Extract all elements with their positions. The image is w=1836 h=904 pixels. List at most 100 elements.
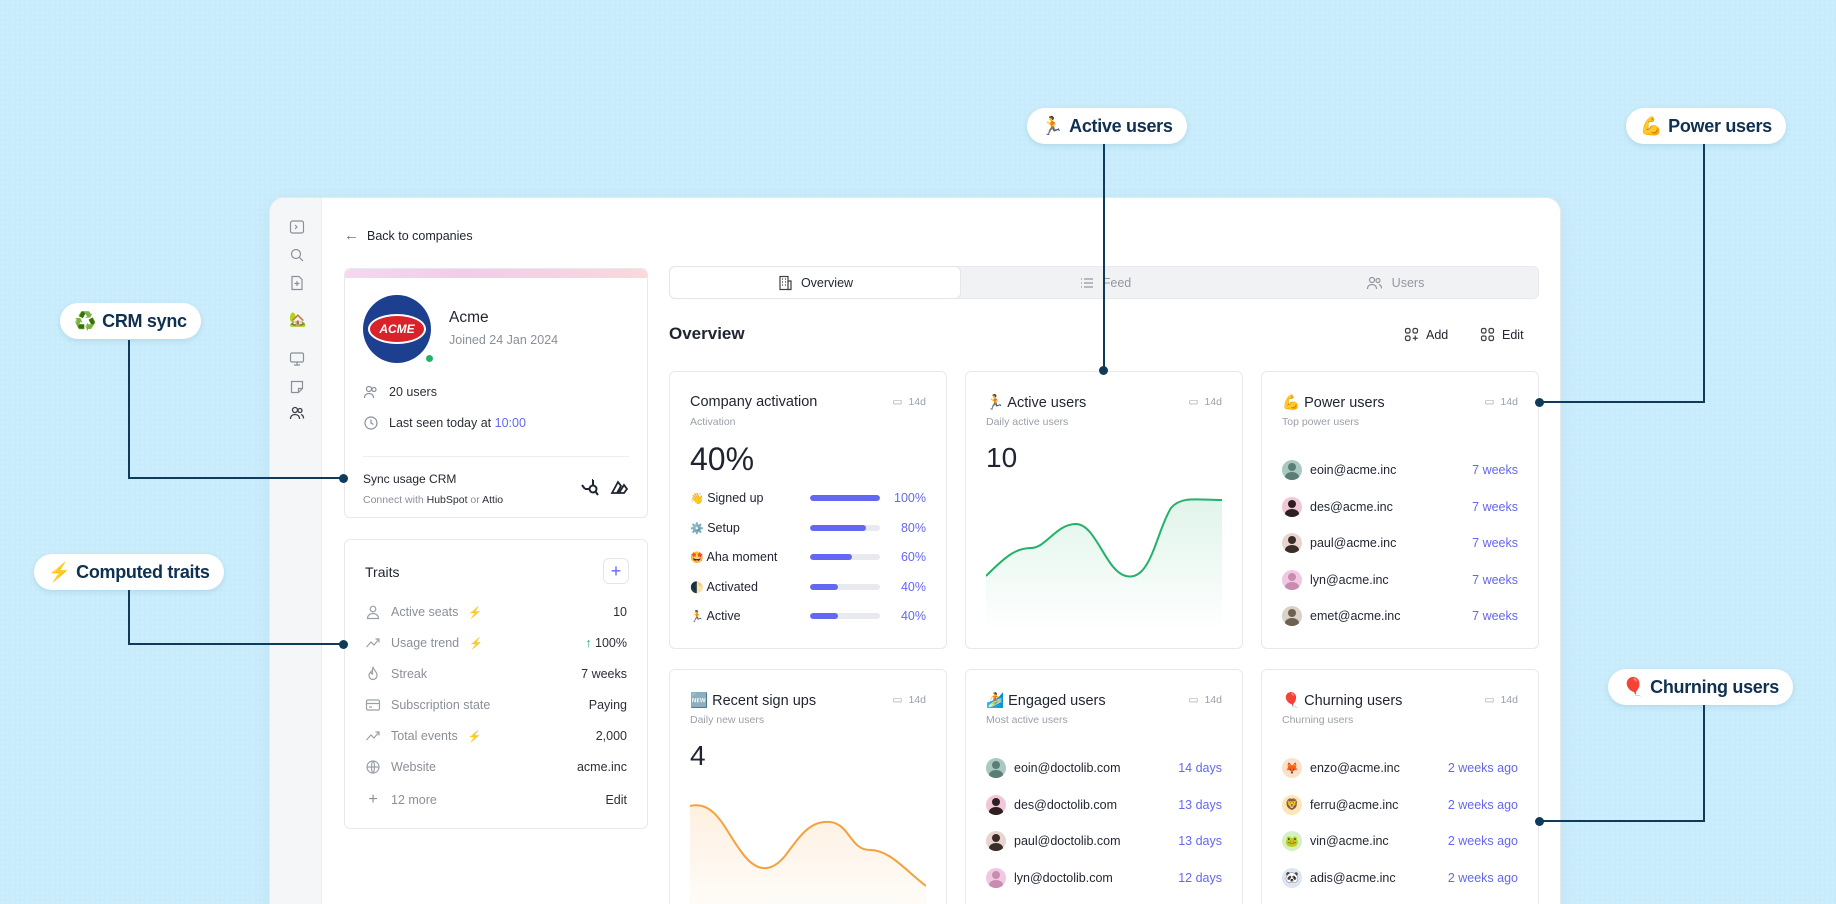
- add-widget-button[interactable]: Add: [1404, 327, 1448, 342]
- trait-row[interactable]: Streak 7 weeks: [365, 664, 627, 684]
- user-row[interactable]: des@acme.inc 7 weeks: [1282, 496, 1518, 518]
- trait-label: Usage trend: [391, 636, 460, 650]
- sidebar-toggle-icon[interactable]: [289, 219, 305, 235]
- active-users-line: [986, 498, 1222, 578]
- presentation-icon[interactable]: [289, 351, 305, 367]
- company-joined: Joined 24 Jan 2024: [449, 333, 559, 347]
- user-row[interactable]: des@doctolib.com 13 days: [986, 794, 1222, 816]
- back-link[interactable]: ← Back to companies: [344, 227, 473, 244]
- widget-churning-users: 🎈 Churning users Churning users ▭ 14d 🦊 en…: [1261, 669, 1539, 904]
- avatar: [986, 758, 1006, 778]
- tab-users[interactable]: Users: [1250, 267, 1540, 298]
- activation-step-row: 🌓 Activated 40%: [690, 578, 926, 596]
- user-email: lyn@acme.inc: [1310, 572, 1389, 587]
- edit-traits-link[interactable]: Edit: [605, 793, 627, 807]
- search-icon[interactable]: [289, 247, 305, 263]
- widget-subtitle: Top power users: [1282, 416, 1360, 428]
- new-document-icon[interactable]: [289, 275, 305, 291]
- user-row[interactable]: 🦊 enzo@acme.inc 2 weeks ago: [1282, 757, 1518, 779]
- step-progress-fill: [810, 613, 838, 619]
- widget-title: 💪 Power users: [1282, 395, 1385, 411]
- trend-up-icon: ↑: [585, 636, 592, 650]
- callout-line: [1703, 144, 1705, 403]
- tab-overview[interactable]: Overview: [670, 267, 960, 298]
- trait-row[interactable]: Subscription state Paying: [365, 695, 627, 715]
- widget-subtitle: Most active users: [986, 714, 1068, 726]
- trend-icon: [365, 728, 381, 744]
- users-icon: [1366, 276, 1382, 289]
- callout-churning-users: 🎈 Churning users: [1608, 669, 1793, 705]
- hubspot-link[interactable]: HubSpot: [426, 494, 468, 506]
- activation-rate: 40%: [690, 441, 755, 477]
- step-progress-fill: [810, 583, 838, 590]
- step-percent: 100%: [894, 491, 926, 505]
- widget-subtitle: Daily active users: [986, 416, 1069, 428]
- user-email: paul@acme.inc: [1310, 536, 1397, 550]
- user-metric: 14 days: [1178, 761, 1222, 775]
- signups-chart: [690, 804, 926, 904]
- user-row[interactable]: 🐼 adis@acme.inc 2 weeks ago: [1282, 867, 1518, 889]
- widget-company-activation: Company activation Activation ▭ 14d 40% 👋…: [669, 371, 947, 649]
- step-progress-fill: [810, 554, 852, 560]
- step-progress-fill: [810, 495, 880, 501]
- widget-subtitle: Churning users: [1282, 714, 1354, 726]
- last-seen-label: Last seen today at: [389, 416, 492, 430]
- more-traits-label: 12 more: [391, 793, 437, 807]
- user-count: 20 users: [389, 385, 437, 399]
- callout-line: [1103, 144, 1105, 372]
- step-progress-bar: [810, 554, 880, 560]
- avatar: 🐸: [1282, 831, 1302, 851]
- home-icon[interactable]: 🏡: [289, 311, 307, 327]
- trait-row[interactable]: Website acme.inc: [365, 757, 627, 777]
- trait-row[interactable]: Active seats ⚡ 10: [365, 602, 627, 622]
- step-percent: 40%: [900, 579, 926, 594]
- attio-link[interactable]: Attio: [482, 494, 504, 506]
- calendar-icon: ▭: [892, 694, 903, 706]
- widget-title: 🏄 Engaged users: [986, 693, 1106, 709]
- date-range[interactable]: ▭ 14d: [1484, 694, 1518, 706]
- step-label: Activated: [706, 579, 758, 594]
- user-row[interactable]: paul@acme.inc 7 weeks: [1282, 532, 1518, 554]
- user-row[interactable]: lyn@doctolib.com 12 days: [986, 867, 1222, 889]
- user-email: enzo@acme.inc: [1310, 761, 1400, 775]
- computed-bolt-icon: ⚡: [467, 730, 482, 743]
- user-row[interactable]: lyn@acme.inc 7 weeks: [1282, 569, 1518, 591]
- date-range[interactable]: ▭ 14d: [892, 694, 926, 706]
- edit-layout-button[interactable]: Edit: [1480, 327, 1524, 342]
- callout-dot: [339, 474, 348, 483]
- user-row[interactable]: 🦁 ferru@acme.inc 2 weeks ago: [1282, 794, 1518, 816]
- step-label: Active: [706, 609, 741, 623]
- hubspot-icon[interactable]: [579, 476, 601, 498]
- avatar: 🦊: [1282, 758, 1302, 778]
- user-row[interactable]: emet@acme.inc 7 weeks: [1282, 605, 1518, 627]
- date-range[interactable]: ▭ 14d: [892, 396, 926, 408]
- user-row[interactable]: paul@doctolib.com 13 days: [986, 830, 1222, 852]
- trait-row[interactable]: Total events ⚡ 2,000: [365, 726, 627, 746]
- building-icon: [779, 275, 792, 290]
- attio-icon[interactable]: [609, 478, 629, 496]
- add-trait-button[interactable]: +: [603, 558, 629, 584]
- tab-feed[interactable]: Feed: [960, 267, 1250, 298]
- traits-card: Traits + Active seats ⚡ 10 Usage trend ⚡ ↑ 10…: [344, 539, 648, 829]
- step-emoji: 🌓: [690, 581, 704, 594]
- user-row[interactable]: eoin@acme.inc 7 weeks: [1282, 459, 1518, 481]
- user-row[interactable]: 🐸 vin@acme.inc 2 weeks ago: [1282, 830, 1518, 852]
- callout-power-users: 💪 Power users: [1626, 108, 1786, 144]
- more-traits-row[interactable]: +12 more Edit: [365, 790, 627, 810]
- note-icon[interactable]: [289, 379, 305, 395]
- date-range[interactable]: ▭ 14d: [1484, 396, 1518, 408]
- users-icon[interactable]: [289, 405, 305, 421]
- avatar: [1282, 533, 1302, 553]
- widget-engaged-users: 🏄 Engaged users Most active users ▭ 14d e…: [965, 669, 1243, 904]
- activation-step-row: 🏃 Active 40%: [690, 607, 926, 625]
- callout-line: [128, 590, 130, 645]
- widget-subtitle: Daily new users: [690, 714, 765, 726]
- widget-title: 🆕 Recent sign ups: [690, 693, 817, 709]
- date-range[interactable]: ▭ 14d: [1188, 694, 1222, 706]
- user-email: vin@acme.inc: [1310, 834, 1389, 848]
- user-row[interactable]: eoin@doctolib.com 14 days: [986, 757, 1222, 779]
- trait-label: Streak: [391, 667, 428, 681]
- date-range[interactable]: ▭ 14d: [1188, 396, 1222, 408]
- trait-row[interactable]: Usage trend ⚡ ↑ 100%: [365, 633, 627, 653]
- avatar: 🐼: [1282, 867, 1302, 888]
